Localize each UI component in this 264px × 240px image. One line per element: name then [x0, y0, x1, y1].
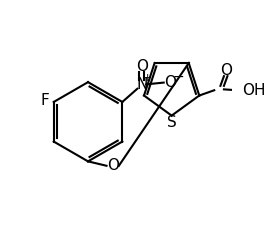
Text: O: O	[107, 158, 119, 173]
Text: OH: OH	[242, 83, 264, 98]
Text: O: O	[164, 75, 176, 90]
Text: +: +	[142, 73, 152, 83]
Text: S: S	[167, 115, 177, 130]
Text: N: N	[136, 77, 147, 92]
Text: −: −	[173, 70, 185, 84]
Text: O: O	[136, 59, 148, 74]
Text: O: O	[220, 63, 232, 78]
Text: F: F	[41, 93, 49, 108]
